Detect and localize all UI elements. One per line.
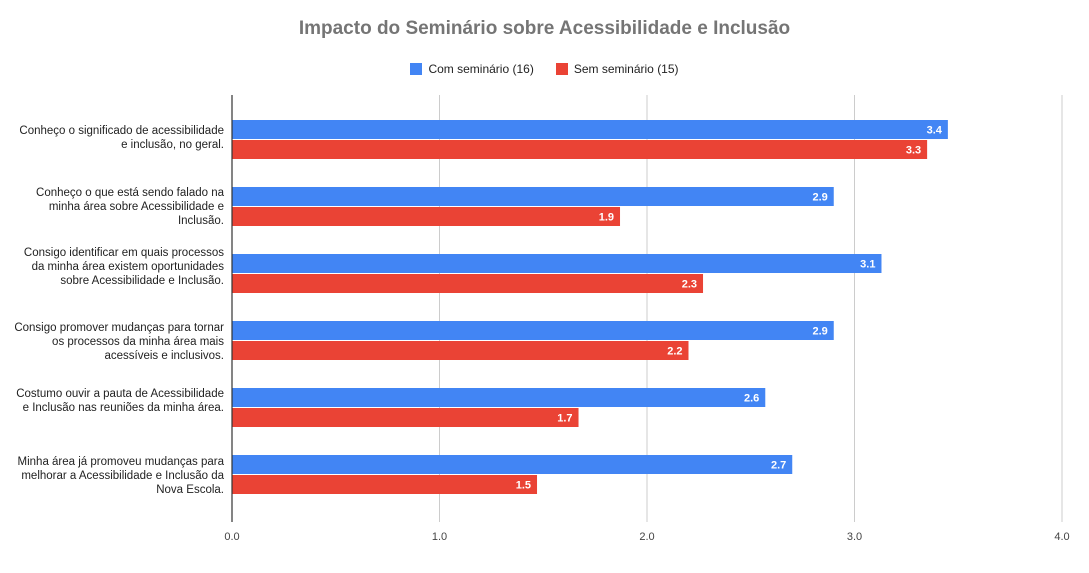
x-tick-label: 0.0: [224, 531, 239, 543]
x-tick-label: 1.0: [432, 531, 447, 543]
chart-title: Impacto do Seminário sobre Acessibilidad…: [298, 18, 791, 39]
bar: [232, 408, 579, 427]
legend: Com seminário (16) Sem seminário (15): [0, 62, 1089, 76]
bar-value-label: 3.3: [906, 145, 921, 157]
bar: [232, 341, 689, 360]
bar: [232, 207, 621, 226]
legend-swatch-sem: [555, 63, 568, 75]
legend-item-sem[interactable]: Sem seminário (15): [555, 62, 679, 76]
bar-value-label: 2.9: [812, 326, 827, 338]
bar-value-label: 1.9: [599, 212, 614, 224]
bar-value-label: 2.7: [771, 460, 786, 472]
legend-label-sem: Sem seminário (15): [573, 62, 679, 76]
category-label: Conheço o que está sendo falado na minha…: [36, 187, 224, 227]
bar: [232, 254, 882, 273]
bar: [232, 321, 834, 340]
legend-item-com[interactable]: Com seminário (16): [410, 62, 534, 76]
bar: [232, 475, 538, 494]
bar-value-label: 2.9: [812, 192, 827, 204]
bar: [232, 120, 948, 139]
bar: [232, 388, 766, 407]
category-label: Consigo promover mudanças para tornar os…: [14, 322, 224, 362]
legend-swatch-com: [410, 63, 423, 75]
category-label: Costumo ouvir a pauta de Acessibilidade …: [16, 388, 224, 414]
x-tick-label: 3.0: [847, 531, 862, 543]
bar-value-label: 2.6: [744, 393, 759, 405]
bar-value-label: 2.2: [667, 346, 682, 358]
bar-value-label: 1.7: [557, 413, 572, 425]
bar-value-label: 2.3: [682, 279, 697, 291]
bar: [232, 455, 793, 474]
category-label: Conheço o significado de acessibilidade …: [19, 125, 224, 151]
legend-label-com: Com seminário (16): [428, 62, 534, 76]
category-label: Consigo identificar em quais processos d…: [23, 247, 224, 287]
bar: [232, 140, 928, 159]
x-tick-label: 4.0: [1054, 531, 1069, 543]
bar-value-label: 1.5: [516, 480, 531, 492]
bar-value-label: 3.1: [860, 259, 875, 271]
bar: [232, 274, 704, 293]
category-label: Minha área já promoveu mudanças para mel…: [17, 456, 224, 496]
x-tick-label: 2.0: [639, 531, 654, 543]
bar-value-label: 3.4: [927, 125, 943, 137]
bar: [232, 187, 834, 206]
